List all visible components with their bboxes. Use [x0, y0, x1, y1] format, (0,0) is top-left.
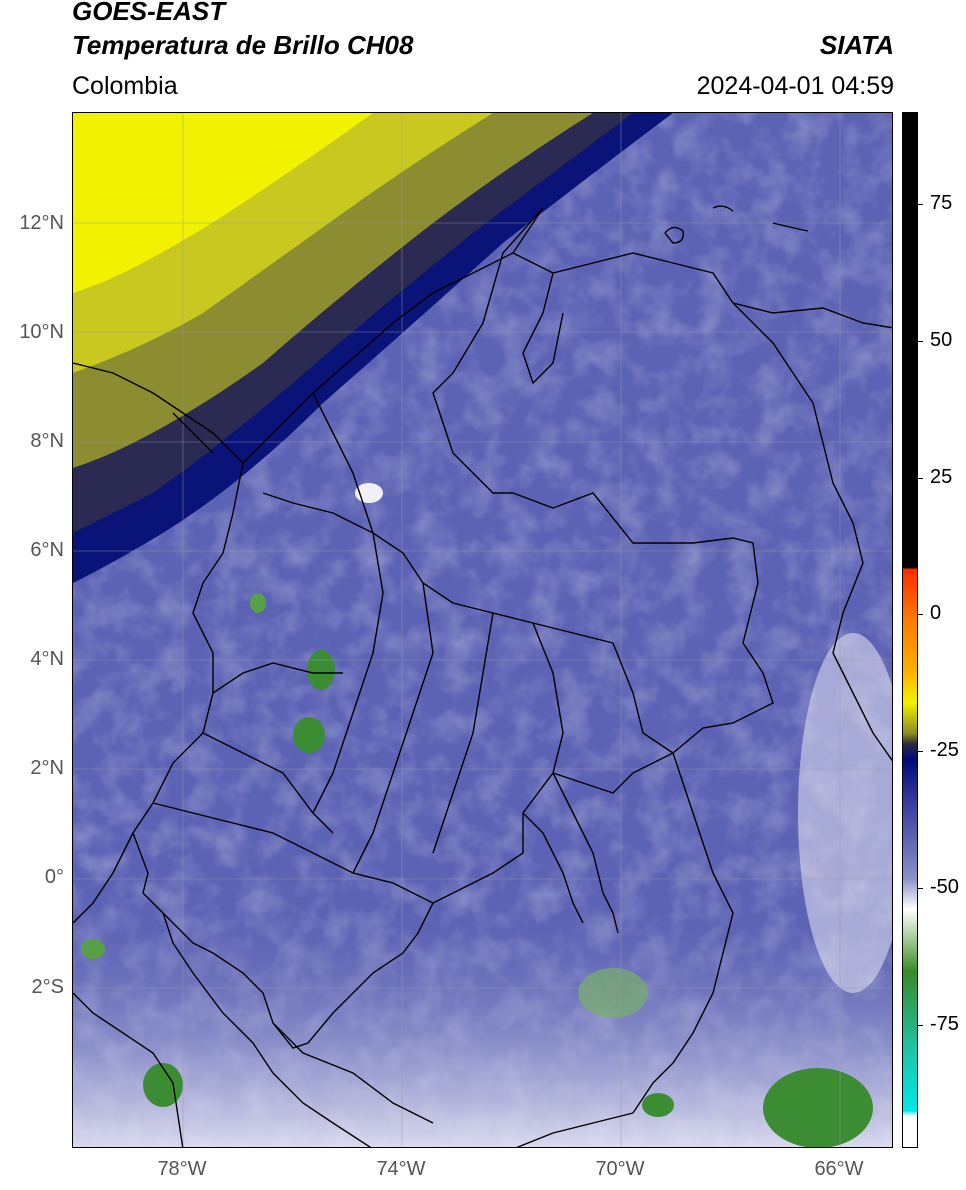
satellite-map [72, 112, 893, 1148]
lat-label-2s: 2°S [31, 976, 64, 998]
lat-label-10n: 10°N [19, 321, 64, 343]
yellow-core-zone [73, 113, 373, 293]
datetime-label: 2024-04-01 04:59 [696, 72, 894, 100]
cb-label-75: 75 [930, 192, 953, 214]
southern-clouds [73, 893, 892, 1147]
cloud-green-8 [578, 968, 648, 1018]
lon-label-66w: 66°W [814, 1158, 864, 1180]
lat-label-2n: 2°N [30, 757, 64, 779]
colorbar [902, 112, 918, 1148]
cb-tick-minus50 [917, 888, 923, 889]
lat-label-6n: 6°N [30, 539, 64, 561]
cb-label-minus75: -75 [930, 1013, 959, 1035]
cb-tick-minus25 [917, 751, 923, 752]
cb-tick-75 [917, 204, 923, 205]
cb-label-minus25: -25 [930, 739, 959, 761]
graticule [73, 113, 892, 1147]
cb-label-25: 25 [930, 466, 953, 488]
product-title: Temperatura de Brillo CH08 [72, 30, 414, 60]
lat-label-12n: 12°N [19, 212, 64, 234]
cb-tick-50 [917, 341, 923, 342]
cb-tick-0 [917, 614, 923, 615]
cb-label-50: 50 [930, 329, 953, 351]
cloud-green-4 [81, 939, 105, 959]
lat-label-0: 0° [44, 866, 64, 888]
agency-label: SIATA [819, 30, 894, 60]
cloud-green-5 [143, 1063, 183, 1107]
cb-label-minus50: -50 [930, 876, 959, 898]
lon-label-74w: 74°W [376, 1158, 426, 1180]
cloud-green-3 [250, 593, 266, 613]
region-label: Colombia [72, 72, 178, 100]
lat-label-4n: 4°N [30, 648, 64, 670]
lon-label-70w: 70°W [595, 1158, 645, 1180]
country-borders [73, 205, 892, 1147]
map-canvas [73, 113, 892, 1147]
cloud-green-7 [763, 1068, 873, 1147]
cb-tick-minus75 [917, 1025, 923, 1026]
colorbar-gradient [903, 113, 917, 1147]
lat-label-8n: 8°N [30, 430, 64, 452]
cloud-green-1 [307, 650, 335, 690]
cloud-green-2 [293, 717, 325, 753]
lon-label-78w: 78°W [157, 1158, 207, 1180]
cb-tick-25 [917, 478, 923, 479]
cb-label-0: 0 [930, 602, 942, 624]
satellite-title: GOES-EAST [72, 0, 226, 26]
cloud-green-6 [642, 1093, 674, 1117]
